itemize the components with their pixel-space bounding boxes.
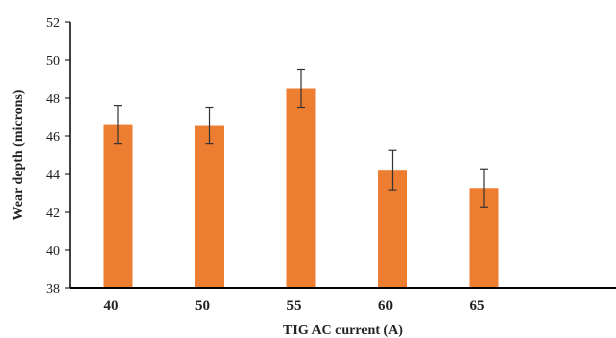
error-bar-40 (114, 104, 122, 145)
x-tick-label-60: 60 (378, 298, 393, 314)
error-bars (114, 68, 488, 208)
y-tick-label: 52 (46, 16, 60, 31)
bar-50 (195, 125, 224, 288)
y-tick-label: 38 (46, 282, 60, 297)
bars (103, 88, 499, 288)
x-tick-label-40: 40 (104, 298, 119, 314)
error-bar-50 (205, 106, 214, 145)
y-tick-label: 40 (46, 244, 60, 259)
y-axis-ticks: 38 40 42 44 46 48 50 52 (46, 16, 70, 297)
bar-55 (286, 88, 316, 288)
x-tick-label-55: 55 (287, 298, 302, 314)
y-axis-title: Wear depth (microns) (11, 89, 26, 220)
x-tick-label-65: 65 (470, 298, 485, 314)
x-tick-label-50: 50 (195, 298, 210, 314)
y-tick-label: 48 (46, 92, 60, 107)
error-bar-60 (388, 149, 397, 191)
y-tick-label: 50 (46, 54, 60, 69)
error-bar-55 (297, 68, 305, 109)
y-tick-label: 46 (46, 130, 60, 145)
x-axis-title: TIG AC current (A) (283, 323, 403, 338)
y-tick-label: 44 (46, 168, 60, 183)
y-tick-label: 42 (46, 206, 60, 221)
error-bar-65 (480, 168, 488, 208)
bar-40 (103, 124, 133, 288)
x-axis-ticks: 40 50 55 60 65 (104, 298, 485, 314)
